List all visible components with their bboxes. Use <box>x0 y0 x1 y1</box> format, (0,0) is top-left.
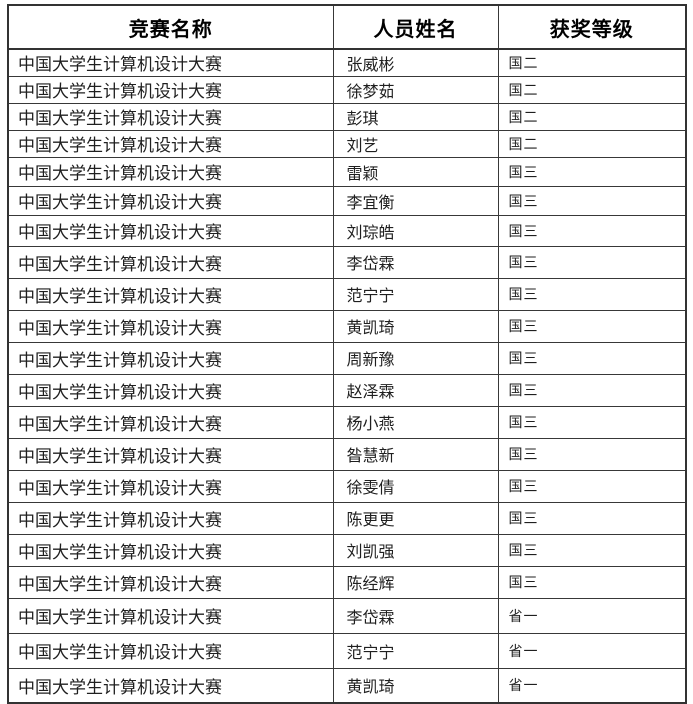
table-row: 中国大学生计算机设计大赛 范宁宁 省一 <box>7 632 687 669</box>
competition-cell: 中国大学生计算机设计大赛 <box>7 373 334 407</box>
award-cell: 国三 <box>497 341 687 375</box>
award-cell: 国三 <box>497 185 687 216</box>
award-cell: 国三 <box>497 533 687 567</box>
table-row: 中国大学生计算机设计大赛 陈经辉 国三 <box>7 565 687 599</box>
table-row: 中国大学生计算机设计大赛 刘凯强 国三 <box>7 533 687 567</box>
competition-cell: 中国大学生计算机设计大赛 <box>7 102 334 131</box>
competition-cell: 中国大学生计算机设计大赛 <box>7 277 334 311</box>
award-cell: 省一 <box>497 597 687 634</box>
competition-cell: 中国大学生计算机设计大赛 <box>7 245 334 279</box>
name-cell: 徐梦茹 <box>332 75 499 104</box>
award-cell: 省一 <box>497 632 687 669</box>
award-cell: 国三 <box>497 437 687 471</box>
competition-cell: 中国大学生计算机设计大赛 <box>7 597 334 634</box>
name-cell: 昝慧新 <box>332 437 499 471</box>
table-row: 中国大学生计算机设计大赛 陈更更 国三 <box>7 501 687 535</box>
table-row: 中国大学生计算机设计大赛 刘艺 国二 <box>7 129 687 158</box>
table-row: 中国大学生计算机设计大赛 彭琪 国二 <box>7 102 687 131</box>
name-cell: 刘艺 <box>332 129 499 158</box>
competition-cell: 中国大学生计算机设计大赛 <box>7 469 334 503</box>
competition-cell: 中国大学生计算机设计大赛 <box>7 48 334 77</box>
competition-cell: 中国大学生计算机设计大赛 <box>7 565 334 599</box>
name-cell: 刘凯强 <box>332 533 499 567</box>
competition-cell: 中国大学生计算机设计大赛 <box>7 632 334 669</box>
table-row: 中国大学生计算机设计大赛 黄凯琦 国三 <box>7 309 687 343</box>
competition-cell: 中国大学生计算机设计大赛 <box>7 75 334 104</box>
competition-cell: 中国大学生计算机设计大赛 <box>7 437 334 471</box>
competition-cell: 中国大学生计算机设计大赛 <box>7 533 334 567</box>
award-cell: 国二 <box>497 75 687 104</box>
table-header: 竞赛名称 人员姓名 获奖等级 <box>7 4 687 50</box>
award-cell: 国三 <box>497 469 687 503</box>
header-row: 竞赛名称 人员姓名 获奖等级 <box>7 4 687 50</box>
name-cell: 黄凯琦 <box>332 667 499 704</box>
award-cell: 国三 <box>497 373 687 407</box>
award-cell: 国二 <box>497 129 687 158</box>
table-row: 中国大学生计算机设计大赛 赵泽霖 国三 <box>7 373 687 407</box>
name-cell: 彭琪 <box>332 102 499 131</box>
name-cell: 李宜衡 <box>332 185 499 216</box>
competition-cell: 中国大学生计算机设计大赛 <box>7 405 334 439</box>
table-row: 中国大学生计算机设计大赛 周新豫 国三 <box>7 341 687 375</box>
column-header-competition: 竞赛名称 <box>7 4 334 50</box>
table-row: 中国大学生计算机设计大赛 张威彬 国二 <box>7 48 687 77</box>
award-cell: 国三 <box>497 245 687 279</box>
name-cell: 范宁宁 <box>332 277 499 311</box>
competition-cell: 中国大学生计算机设计大赛 <box>7 129 334 158</box>
table-row: 中国大学生计算机设计大赛 李宜衡 国三 <box>7 185 687 216</box>
table-row: 中国大学生计算机设计大赛 徐雯倩 国三 <box>7 469 687 503</box>
table-row: 中国大学生计算机设计大赛 杨小燕 国三 <box>7 405 687 439</box>
award-cell: 国三 <box>497 405 687 439</box>
name-cell: 徐雯倩 <box>332 469 499 503</box>
name-cell: 范宁宁 <box>332 632 499 669</box>
award-cell: 国三 <box>497 214 687 247</box>
competition-cell: 中国大学生计算机设计大赛 <box>7 667 334 704</box>
name-cell: 李岱霖 <box>332 597 499 634</box>
table-row: 中国大学生计算机设计大赛 李岱霖 国三 <box>7 245 687 279</box>
award-cell: 国二 <box>497 102 687 131</box>
award-cell: 国三 <box>497 309 687 343</box>
name-cell: 黄凯琦 <box>332 309 499 343</box>
name-cell: 刘琮皓 <box>332 214 499 247</box>
table-row: 中国大学生计算机设计大赛 李岱霖 省一 <box>7 597 687 634</box>
competition-cell: 中国大学生计算机设计大赛 <box>7 309 334 343</box>
table-row: 中国大学生计算机设计大赛 范宁宁 国三 <box>7 277 687 311</box>
table-row: 中国大学生计算机设计大赛 徐梦茹 国二 <box>7 75 687 104</box>
competition-cell: 中国大学生计算机设计大赛 <box>7 156 334 187</box>
table-body: 中国大学生计算机设计大赛 张威彬 国二 中国大学生计算机设计大赛 徐梦茹 国二 中国大学生计… <box>7 48 687 704</box>
award-cell: 国三 <box>497 156 687 187</box>
name-cell: 张威彬 <box>332 48 499 77</box>
column-header-award-level: 获奖等级 <box>497 4 687 50</box>
name-cell: 李岱霖 <box>332 245 499 279</box>
name-cell: 周新豫 <box>332 341 499 375</box>
award-cell: 省一 <box>497 667 687 704</box>
table-row: 中国大学生计算机设计大赛 黄凯琦 省一 <box>7 667 687 704</box>
table-row: 中国大学生计算机设计大赛 雷颖 国三 <box>7 156 687 187</box>
award-cell: 国二 <box>497 48 687 77</box>
column-header-person-name: 人员姓名 <box>332 4 499 50</box>
competition-cell: 中国大学生计算机设计大赛 <box>7 185 334 216</box>
award-cell: 国三 <box>497 277 687 311</box>
table-row: 中国大学生计算机设计大赛 昝慧新 国三 <box>7 437 687 471</box>
name-cell: 杨小燕 <box>332 405 499 439</box>
name-cell: 雷颖 <box>332 156 499 187</box>
name-cell: 陈经辉 <box>332 565 499 599</box>
name-cell: 赵泽霖 <box>332 373 499 407</box>
award-cell: 国三 <box>497 501 687 535</box>
competition-cell: 中国大学生计算机设计大赛 <box>7 341 334 375</box>
table-row: 中国大学生计算机设计大赛 刘琮皓 国三 <box>7 214 687 247</box>
competition-cell: 中国大学生计算机设计大赛 <box>7 501 334 535</box>
award-cell: 国三 <box>497 565 687 599</box>
name-cell: 陈更更 <box>332 501 499 535</box>
awards-table: 竞赛名称 人员姓名 获奖等级 中国大学生计算机设计大赛 张威彬 国二 中国大学生计算机… <box>7 4 687 704</box>
competition-cell: 中国大学生计算机设计大赛 <box>7 214 334 247</box>
